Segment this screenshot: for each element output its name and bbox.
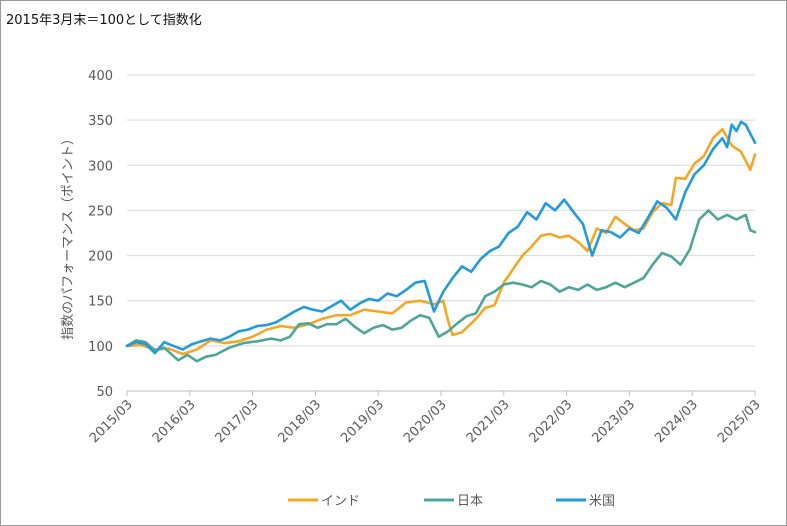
y-tick-label: 50 — [96, 385, 113, 400]
x-tick-label: 2019/03 — [338, 397, 387, 446]
series-line-2 — [125, 120, 757, 355]
y-tick-label: 100 — [88, 340, 113, 355]
x-tick-label: 2025/03 — [715, 397, 764, 446]
x-tick-label: 2020/03 — [401, 397, 450, 446]
legend-label: 日本 — [457, 494, 483, 509]
x-tick-label: 2021/03 — [464, 397, 513, 446]
y-axis-label: 指数のパフォーマンス（ポイント） — [61, 132, 76, 340]
y-tick-labels: 50 100 150 200 250 300 350 400 — [88, 69, 113, 400]
chart-note: 2015年3月末＝100として指数化 — [6, 13, 202, 28]
x-tick-label: 2024/03 — [652, 397, 701, 446]
x-tick-label: 2015/03 — [87, 397, 136, 446]
y-tick-label: 150 — [88, 295, 113, 310]
legend: インド 日本 米国 — [288, 494, 615, 509]
y-tick-label: 250 — [88, 204, 113, 219]
y-tick-label: 300 — [88, 159, 113, 174]
legend-label: 米国 — [589, 494, 615, 509]
x-tick-label: 2016/03 — [150, 397, 199, 446]
series-lines — [125, 120, 757, 363]
x-tick-label: 2018/03 — [275, 397, 324, 446]
x-tick-label: 2023/03 — [589, 397, 638, 446]
x-tick-label: 2022/03 — [527, 397, 576, 446]
y-tick-label: 400 — [88, 69, 113, 84]
x-tick-labels: 2015/03 2016/03 2017/03 2018/03 2019/03 2020/… — [87, 391, 764, 446]
y-tick-label: 200 — [88, 250, 113, 265]
legend-label: インド — [321, 494, 360, 509]
series-line-0 — [125, 127, 757, 356]
y-tick-label: 350 — [88, 114, 113, 129]
x-tick-label: 2017/03 — [213, 397, 262, 446]
series-line-1 — [125, 209, 757, 363]
